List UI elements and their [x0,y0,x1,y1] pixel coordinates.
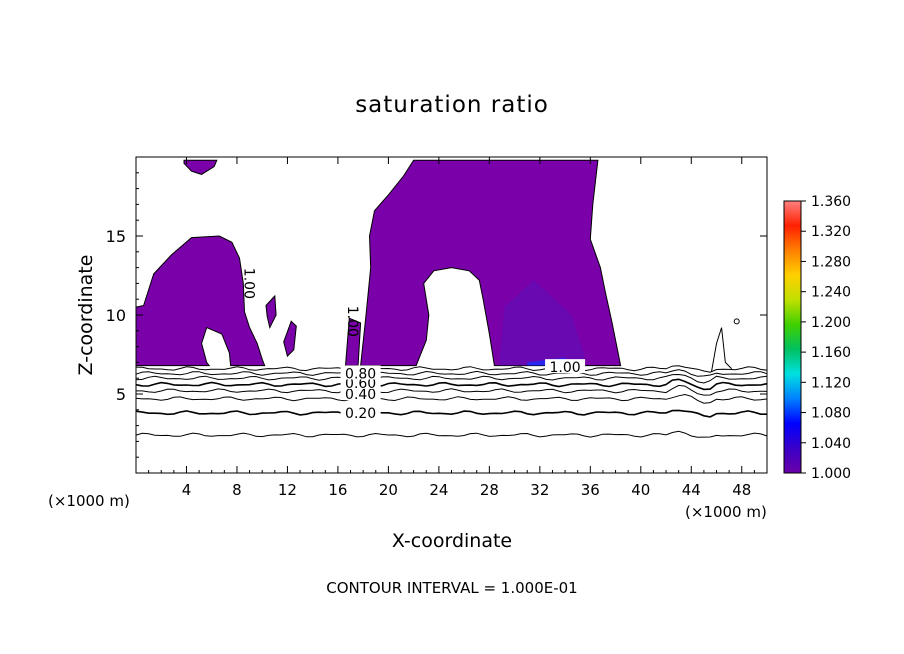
x-tick-label: 8 [232,481,242,499]
x-unit-label-left: (×1000 m) [48,492,130,510]
colorbar-tick-label: 1.120 [811,375,851,391]
x-tick-label: 24 [429,481,448,499]
x-tick-label: 20 [379,481,398,499]
contour-line [135,430,768,438]
contour-label-bg [340,365,381,380]
colorbar: 1.360 1.320 1.280 1.240 1.200 1.160 1.120 1.080… [783,194,851,482]
y-tick-label: 5 [116,385,126,404]
x-unit-label-right: (×1000 m) [685,503,767,521]
contour-label-bg [340,404,381,419]
plot-area: 0.200.400.600.80 1.001.001.00 4 8 12 16 20 24 2… [106,156,768,499]
contour-label: 1.00 [549,360,580,376]
x-tick-label: 4 [182,481,192,499]
y-tick-label: 10 [106,306,126,325]
contour-label: 1.00 [344,306,360,337]
colorbar-tick-label: 1.240 [811,285,851,301]
colorbar-tick-label: 1.040 [811,436,851,452]
x-tick-label: 40 [631,481,650,499]
x-axis-label: X-coordinate [392,530,512,552]
colorbar-tick-label: 1.000 [811,466,851,482]
chart-title: saturation ratio [355,92,549,118]
region-left-strand-2 [283,320,297,358]
contour-label: 0.40 [345,387,376,403]
colorbar-tick-label: 1.160 [811,345,851,361]
colorbar-ticks: 1.360 1.320 1.280 1.240 1.200 1.160 1.120 1.080… [801,194,851,482]
y-axis-ticks: 5 10 15 [106,172,767,458]
colorbar-tick-label: 1.360 [811,194,851,210]
contour-small-cell [733,318,740,325]
region-left-cloud [135,235,266,367]
contour-label-bg [545,359,586,374]
region-central-arch [360,159,622,367]
saturation-regions [135,159,622,367]
region-higher-saturation [499,280,585,366]
region-left-strand-1 [265,294,277,330]
contour-label: 1.00 [241,268,257,299]
contour-line [135,378,768,391]
colorbar-tick-label: 1.320 [811,224,851,240]
contour-labels: 0.20 0.400.600.80 1.00 1.00 1.00 [241,268,586,422]
x-tick-label: 32 [530,481,549,499]
x-tick-label: 28 [480,481,499,499]
y-axis-label: Z-coordinate [75,255,97,376]
x-tick-label: 48 [732,481,751,499]
contour-line [135,373,768,384]
contour-spike [710,327,733,372]
colorbar-tick-label: 1.200 [811,315,851,331]
region-top-left-blob [183,159,218,175]
contour-label: 0.80 [345,366,376,382]
colorbar-tick-label: 1.280 [811,254,851,270]
colorbar-tick-label: 1.080 [811,406,851,422]
x-tick-label: 12 [278,481,297,499]
contour-lines [135,318,768,438]
x-tick-label: 44 [682,481,701,499]
x-tick-label: 16 [328,481,347,499]
x-axis-ticks: 4 8 12 16 20 24 28 32 36 40 44 48 [148,157,755,499]
x-tick-label: 36 [581,481,600,499]
contour-line [135,365,768,373]
contour-label: 0.20 [345,406,376,422]
contour-line [136,384,768,396]
contour-line [135,369,768,377]
contour-label: 0.60 [345,376,376,392]
contour-line [135,409,767,418]
y-tick-label: 15 [106,227,126,246]
contour-line [135,393,768,404]
contour-label-bg [340,386,381,400]
colorbar-gradient [783,200,802,474]
contour-interval-note: CONTOUR INTERVAL = 1.000E-01 [326,579,577,597]
